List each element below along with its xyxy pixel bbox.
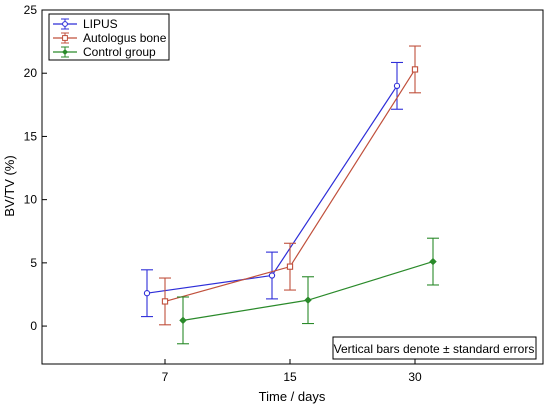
data-point (393, 82, 401, 90)
data-point (161, 298, 169, 305)
legend-label: Control group (83, 45, 156, 59)
y-tick-label: 0 (30, 319, 37, 333)
x-tick-label: 7 (162, 370, 169, 384)
note-box: Vertical bars denote ± standard errors (332, 336, 537, 360)
legend-label: LIPUS (83, 17, 118, 31)
x-tick-label: 30 (408, 370, 422, 384)
data-point (268, 272, 276, 279)
y-tick-label: 15 (24, 129, 38, 143)
data-point (286, 263, 294, 270)
data-point (179, 316, 187, 325)
y-tick-label: 10 (24, 193, 38, 207)
series-control-group (177, 237, 439, 345)
y-axis: 0 5 10 15 20 25 (24, 3, 47, 333)
data-point (411, 66, 419, 73)
y-tick-label: 25 (24, 3, 38, 17)
y-tick-label: 5 (30, 256, 37, 270)
legend-item: Autologus bone (53, 31, 167, 45)
x-axis: 7 15 30 (162, 359, 422, 384)
x-axis-label: Time / days (259, 389, 326, 404)
y-axis-label: BV/TV (%) (2, 155, 17, 216)
y-tick-label: 20 (24, 66, 38, 80)
data-point (304, 296, 312, 304)
series-lipus (141, 61, 403, 318)
data-point (429, 257, 437, 266)
note-text: Vertical bars denote ± standard errors (334, 342, 535, 356)
legend-item: LIPUS (53, 17, 118, 31)
series-layer (141, 45, 439, 345)
data-point (143, 290, 151, 297)
series-autologus-bone (159, 45, 421, 326)
legend-label: Autologus bone (83, 31, 167, 45)
x-tick-label: 15 (283, 370, 297, 384)
legend-item: Control group (53, 45, 156, 59)
plot-area (41, 9, 544, 365)
